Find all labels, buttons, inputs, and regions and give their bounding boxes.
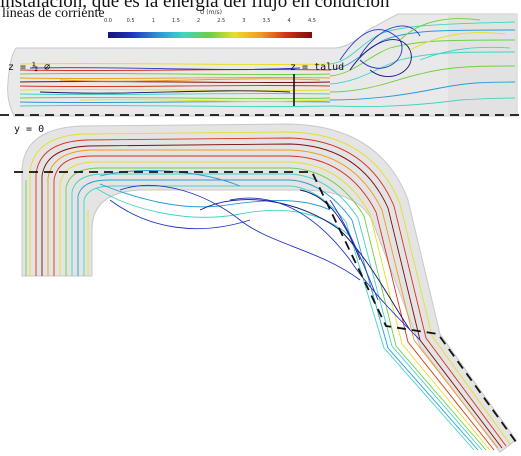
figure-title: líneas de corriente [2,6,105,21]
colorbar-tick: 1 [151,18,155,24]
colorbar-tick: 3.5 [262,18,271,24]
header-text: instalación, que es la energía del flujo… [0,0,390,12]
velocity-colorbar [108,32,312,38]
colorbar-tick: 2 [196,18,201,24]
colorbar-tick: 3 [242,18,246,24]
colorbar-ticks: 0.0 0.5 1 1.5 2 2.5 3 3.5 4 4.5 [104,18,316,26]
colorbar-tick: 2.5 [217,18,226,24]
label-z-half: z = ½ ⌀ [8,62,51,73]
plan-channel-outline [21,123,517,453]
label-z-talud: z = talud [290,62,345,73]
plan-view [14,123,517,453]
side-section-view [7,13,518,117]
colorbar-tick: 0.0 [104,18,112,24]
colorbar-tick: 1.5 [171,18,180,24]
colorbar-title: U (m/s) [200,9,222,16]
reservoir-box [448,14,517,116]
colorbar-tick: 4.5 [308,18,316,24]
colorbar-tick: 4 [287,18,291,24]
side-channel-outline [7,13,518,117]
plan-streamlines [25,131,511,451]
label-y-zero: y = 0 [14,124,45,135]
colorbar-tick: 0.5 [126,18,135,24]
centerline-dashed [14,171,517,443]
